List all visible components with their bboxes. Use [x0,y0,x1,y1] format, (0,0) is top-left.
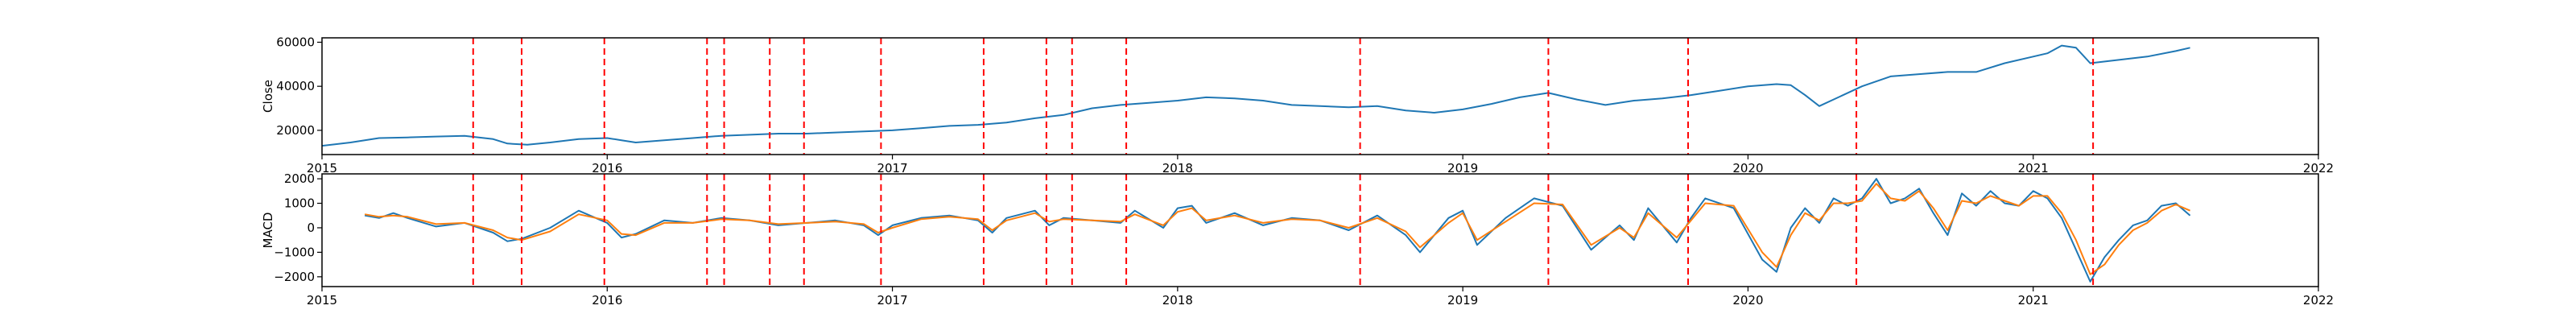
axes-frame [321,37,2319,155]
x-tick-label: 2016 [592,293,622,308]
y-tick-label: 60000 [276,35,315,49]
series-line-1 [364,183,2190,275]
x-tick-label: 2021 [2018,161,2049,175]
y-tick-label: −1000 [274,245,315,259]
x-tick-label: 2015 [307,293,337,308]
y-tick-label: 1000 [284,196,315,211]
y-tick-label: 20000 [276,123,315,138]
x-tick-label: 2021 [2018,293,2049,308]
x-tick-label: 2020 [1732,161,1763,175]
x-tick-label: 2019 [1447,293,1478,308]
y-axis-label: Close [261,80,275,113]
y-tick-label: 2000 [284,171,315,186]
x-tick-label: 2017 [877,161,907,175]
axes-frame [321,173,2319,287]
y-tick-label: −2000 [274,270,315,284]
x-tick-label: 2022 [2303,293,2334,308]
x-tick-label: 2019 [1447,161,1478,175]
x-tick-label: 2016 [592,161,622,175]
x-tick-label: 2015 [307,161,337,175]
x-tick-label: 2017 [877,293,907,308]
x-tick-label: 2018 [1162,161,1193,175]
x-tick-label: 2018 [1162,293,1193,308]
y-tick-label: 0 [307,221,315,235]
x-tick-label: 2020 [1732,293,1763,308]
y-axis-label: MACD [261,213,275,249]
close-chart: 2015 2016 2017 2018 2019 2020 2021 2022 20000 400… [261,35,2334,175]
macd-chart: 2015 2016 2017 2018 2019 2020 2021 2022 −2000 −10… [261,171,2334,308]
y-tick-label: 40000 [276,79,315,93]
series-line-0 [322,44,2190,147]
x-tick-label: 2022 [2303,161,2334,175]
series-line-0 [364,178,2191,283]
